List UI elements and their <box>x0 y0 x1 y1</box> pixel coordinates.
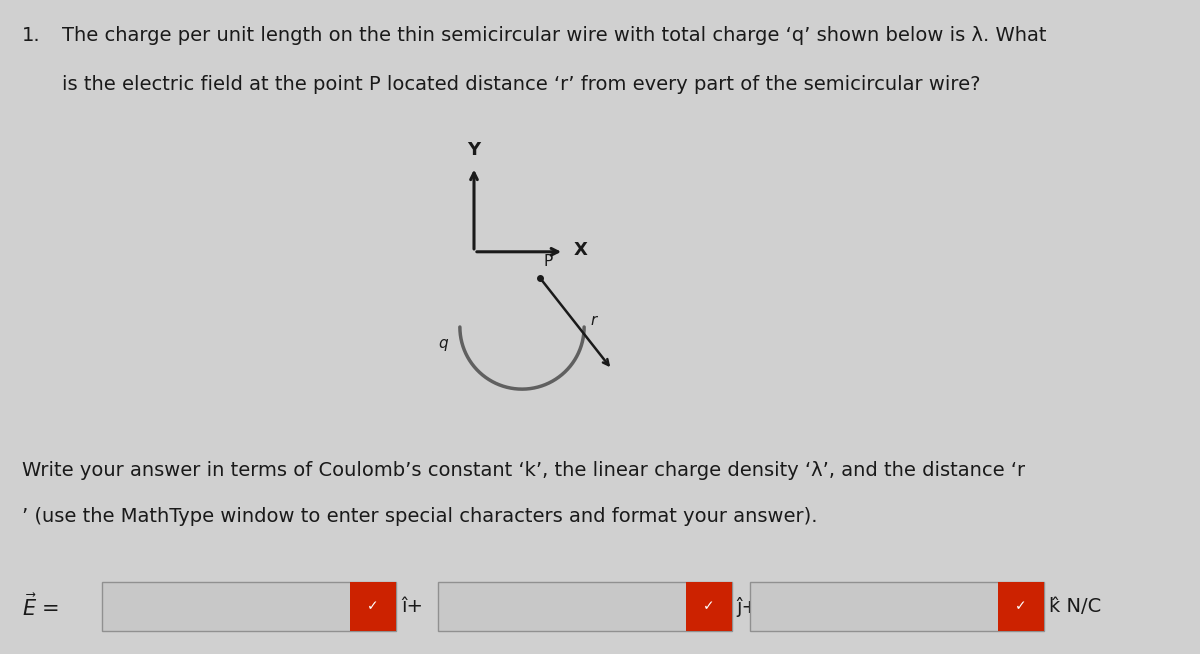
Text: $\vec{E}$ =: $\vec{E}$ = <box>22 593 59 620</box>
Text: Y: Y <box>468 141 480 159</box>
Text: ✓: ✓ <box>367 600 379 613</box>
Text: Write your answer in terms of Coulomb’s constant ‘k’, the linear charge density : Write your answer in terms of Coulomb’s … <box>22 461 1025 480</box>
Text: ’ (use the MathType window to enter special characters and format your answer).: ’ (use the MathType window to enter spec… <box>22 507 817 526</box>
Text: k̂ N/C: k̂ N/C <box>1049 597 1102 616</box>
FancyBboxPatch shape <box>998 582 1044 631</box>
Text: 1.: 1. <box>22 26 41 45</box>
Text: ✓: ✓ <box>703 600 715 613</box>
Text: î+: î+ <box>401 597 422 616</box>
Text: P: P <box>544 254 553 269</box>
Text: ĵ+: ĵ+ <box>737 596 758 617</box>
FancyBboxPatch shape <box>750 582 1044 631</box>
Text: ✓: ✓ <box>1015 600 1027 613</box>
Text: X: X <box>574 241 588 260</box>
Text: The charge per unit length on the thin semicircular wire with total charge ‘q’ s: The charge per unit length on the thin s… <box>62 26 1046 45</box>
FancyBboxPatch shape <box>102 582 396 631</box>
FancyBboxPatch shape <box>438 582 732 631</box>
FancyBboxPatch shape <box>686 582 732 631</box>
FancyBboxPatch shape <box>350 582 396 631</box>
Text: is the electric field at the point P located distance ‘r’ from every part of the: is the electric field at the point P loc… <box>62 75 980 94</box>
Text: q: q <box>438 336 448 351</box>
Text: r: r <box>590 313 596 328</box>
